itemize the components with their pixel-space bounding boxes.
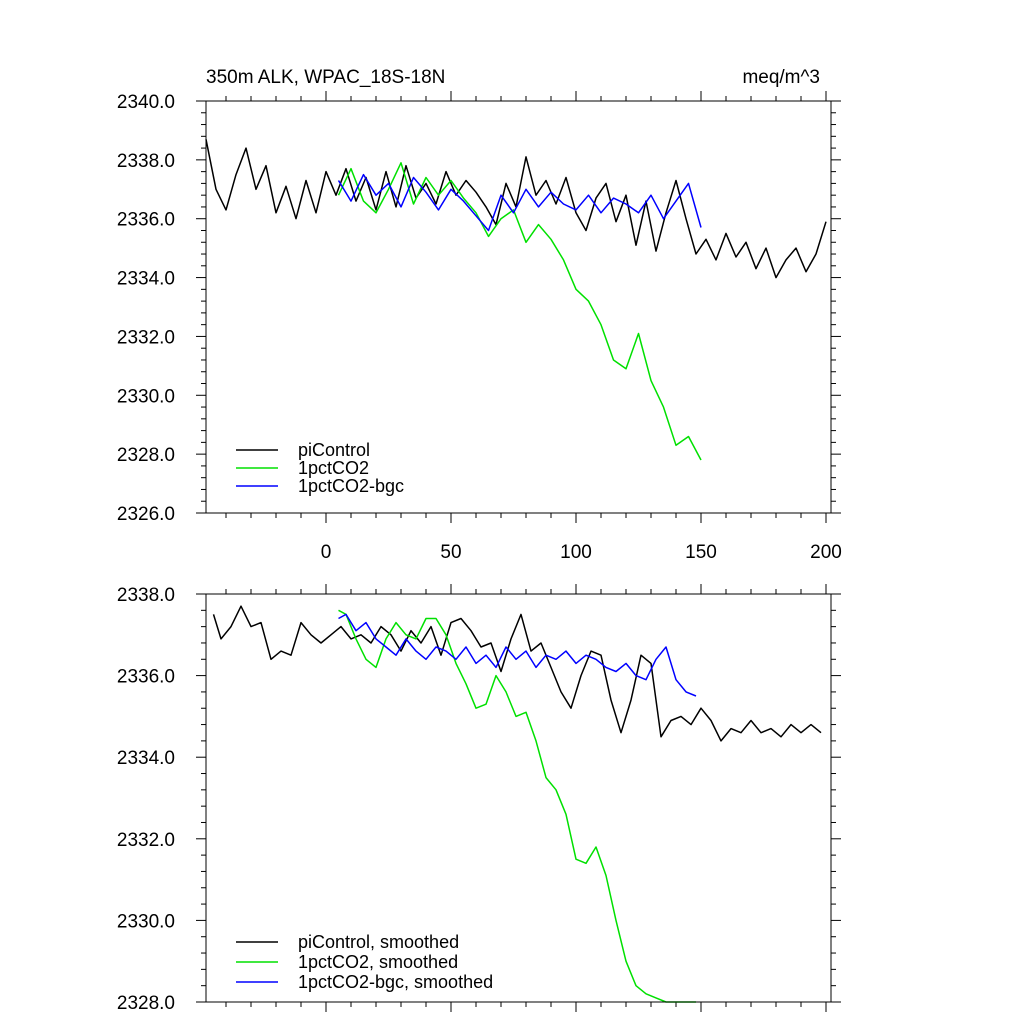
x-tick-label: 100 bbox=[560, 542, 592, 563]
legend-entry: piControl bbox=[298, 440, 370, 460]
legend-entry: 1pctCO2-bgc, smoothed bbox=[298, 972, 493, 992]
x-tick-label: 200 bbox=[810, 542, 842, 563]
y-tick-label: 2338.0 bbox=[117, 151, 175, 172]
y-tick-label: 2330.0 bbox=[117, 911, 175, 932]
x-tick-label: 0 bbox=[321, 542, 332, 563]
series-line-picontrol-smoothed bbox=[212, 605, 822, 742]
series-line-1pctco2-bgc bbox=[337, 173, 702, 232]
legend-entry: 1pctCO2, smoothed bbox=[298, 952, 458, 972]
y-tick-label: 2328.0 bbox=[117, 445, 175, 466]
y-tick-label: 2334.0 bbox=[117, 748, 175, 769]
y-tick-label: 2336.0 bbox=[117, 210, 175, 231]
y-tick-label: 2340.0 bbox=[117, 92, 175, 113]
series-line-1pctco2 bbox=[337, 162, 702, 461]
legend-entry: 1pctCO2-bgc bbox=[298, 476, 404, 496]
y-tick-label: 2334.0 bbox=[117, 269, 175, 290]
legend-entry: piControl, smoothed bbox=[298, 932, 459, 952]
top-panel-frame bbox=[205, 100, 832, 514]
top-panel: 350m ALK, WPAC_18S-18N meq/m^3 0 50 100 150… bbox=[117, 67, 842, 563]
y-tick-label: 2336.0 bbox=[117, 667, 175, 688]
units-label: meq/m^3 bbox=[742, 67, 820, 88]
x-tick-label: 50 bbox=[440, 542, 461, 563]
series-line-1pctco2-smoothed bbox=[338, 609, 696, 1003]
bottom-panel-frame bbox=[205, 593, 832, 1003]
series-line-1pctco2-bgc-smoothed bbox=[338, 613, 697, 697]
y-tick-label: 2332.0 bbox=[117, 830, 175, 851]
bottom-panel: 2328.0 2330.0 2332.0 2334.0 2336.0 2338.0 piC… bbox=[117, 584, 841, 1014]
y-tick-label: 2328.0 bbox=[117, 993, 175, 1014]
y-tick-label: 2330.0 bbox=[117, 386, 175, 407]
y-tick-label: 2338.0 bbox=[117, 585, 175, 606]
bottom-panel-ticks: 2328.0 2330.0 2332.0 2334.0 2336.0 2338.0 bbox=[117, 584, 841, 1014]
bottom-panel-lines bbox=[212, 605, 822, 1003]
top-panel-lines bbox=[205, 139, 827, 461]
y-tick-label: 2332.0 bbox=[117, 327, 175, 348]
chart-title: 350m ALK, WPAC_18S-18N bbox=[206, 67, 445, 88]
x-tick-label: 150 bbox=[685, 542, 717, 563]
legend-entry: 1pctCO2 bbox=[298, 458, 369, 478]
y-tick-label: 2326.0 bbox=[117, 504, 175, 525]
top-panel-ticks: 0 50 100 150 200 2326.0 2328.0 2330.0 2332.0 2334… bbox=[117, 91, 842, 563]
